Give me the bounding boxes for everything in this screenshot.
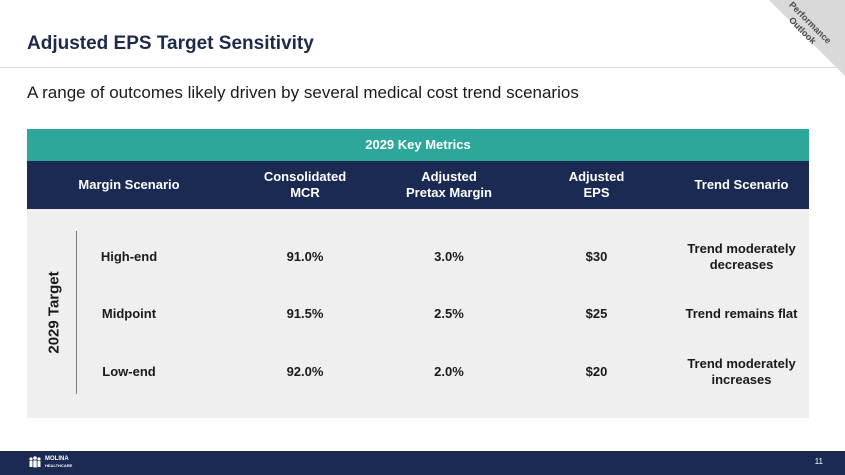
cell-trend: Trend moderately decreases bbox=[674, 241, 809, 273]
corner-tab: Performance Outlook bbox=[755, 0, 845, 90]
header-trend-scenario-line1: Trend Scenario bbox=[694, 177, 789, 192]
footer-bar bbox=[0, 451, 845, 475]
logo-line1: MOLINA bbox=[45, 456, 69, 462]
header-consolidated-mcr: Consolidated MCR bbox=[231, 169, 379, 201]
cell-eps: $30 bbox=[585, 249, 608, 264]
cell-trend: Trend remains flat bbox=[674, 306, 809, 322]
header-adjusted-pretax-margin: Adjusted Pretax Margin bbox=[379, 169, 519, 201]
cell-trend-line1: Trend moderately bbox=[687, 241, 796, 256]
slide-title: Adjusted EPS Target Sensitivity bbox=[27, 33, 314, 54]
cell-scenario: Low-end bbox=[102, 364, 156, 379]
cell-margin: 2.0% bbox=[434, 364, 464, 379]
logo-wordmark: MOLINA HEALTHCARE bbox=[45, 456, 72, 468]
table-row: Midpoint 91.5% 2.5% $25 Trend remains fl… bbox=[27, 294, 809, 334]
cell-trend-line2: increases bbox=[711, 372, 772, 387]
header-consolidated-mcr-line2: MCR bbox=[290, 185, 320, 200]
header-consolidated-mcr-line1: Consolidated bbox=[263, 169, 347, 184]
header-trend-scenario: Trend Scenario bbox=[674, 177, 809, 193]
cell-eps: $25 bbox=[585, 306, 608, 321]
table-row: High-end 91.0% 3.0% $30 Trend moderately… bbox=[27, 237, 809, 277]
header-adjusted-pretax-margin-line2: Pretax Margin bbox=[406, 185, 492, 200]
side-label-group: 2029 Target bbox=[31, 231, 77, 394]
table-header-row: Margin Scenario Consolidated MCR Adjuste… bbox=[27, 161, 809, 209]
title-divider bbox=[0, 67, 845, 68]
company-logo: MOLINA HEALTHCARE bbox=[28, 455, 72, 469]
side-label-divider bbox=[76, 231, 77, 394]
header-margin-scenario: Margin Scenario bbox=[27, 177, 231, 193]
cell-scenario: Midpoint bbox=[101, 306, 157, 321]
table-body: 2029 Target High-end 91.0% 3.0% $30 Tren… bbox=[27, 209, 809, 418]
cell-mcr: 91.5% bbox=[286, 306, 324, 321]
cell-margin: 3.0% bbox=[434, 249, 464, 264]
header-adjusted-eps-line2: EPS bbox=[583, 185, 610, 200]
cell-scenario: High-end bbox=[100, 249, 158, 264]
cell-trend: Trend moderately increases bbox=[674, 356, 809, 388]
slide-subtitle: A range of outcomes likely driven by sev… bbox=[27, 83, 579, 102]
cell-margin: 2.5% bbox=[434, 306, 464, 321]
logo-people-icon bbox=[29, 456, 41, 468]
cell-mcr: 91.0% bbox=[286, 249, 324, 264]
page-number: 11 bbox=[814, 457, 823, 466]
corner-tab-shape bbox=[769, 0, 845, 76]
sensitivity-table: 2029 Key Metrics Margin Scenario Consoli… bbox=[27, 129, 809, 418]
header-adjusted-eps: Adjusted EPS bbox=[519, 169, 674, 201]
cell-eps: $20 bbox=[585, 364, 608, 379]
header-adjusted-eps-line1: Adjusted bbox=[568, 169, 625, 184]
cell-mcr: 92.0% bbox=[286, 364, 324, 379]
header-adjusted-pretax-margin-line1: Adjusted bbox=[421, 169, 477, 184]
cell-trend-line1: Trend moderately bbox=[687, 356, 796, 371]
cell-trend-line2: decreases bbox=[709, 257, 774, 272]
table-group-header: 2029 Key Metrics bbox=[27, 129, 809, 161]
logo-line2: HEALTHCARE bbox=[45, 463, 73, 468]
header-margin-scenario-line1: Margin Scenario bbox=[78, 177, 180, 192]
cell-trend-line1: Trend remains flat bbox=[685, 306, 798, 321]
table-row: Low-end 92.0% 2.0% $20 Trend moderately … bbox=[27, 352, 809, 392]
